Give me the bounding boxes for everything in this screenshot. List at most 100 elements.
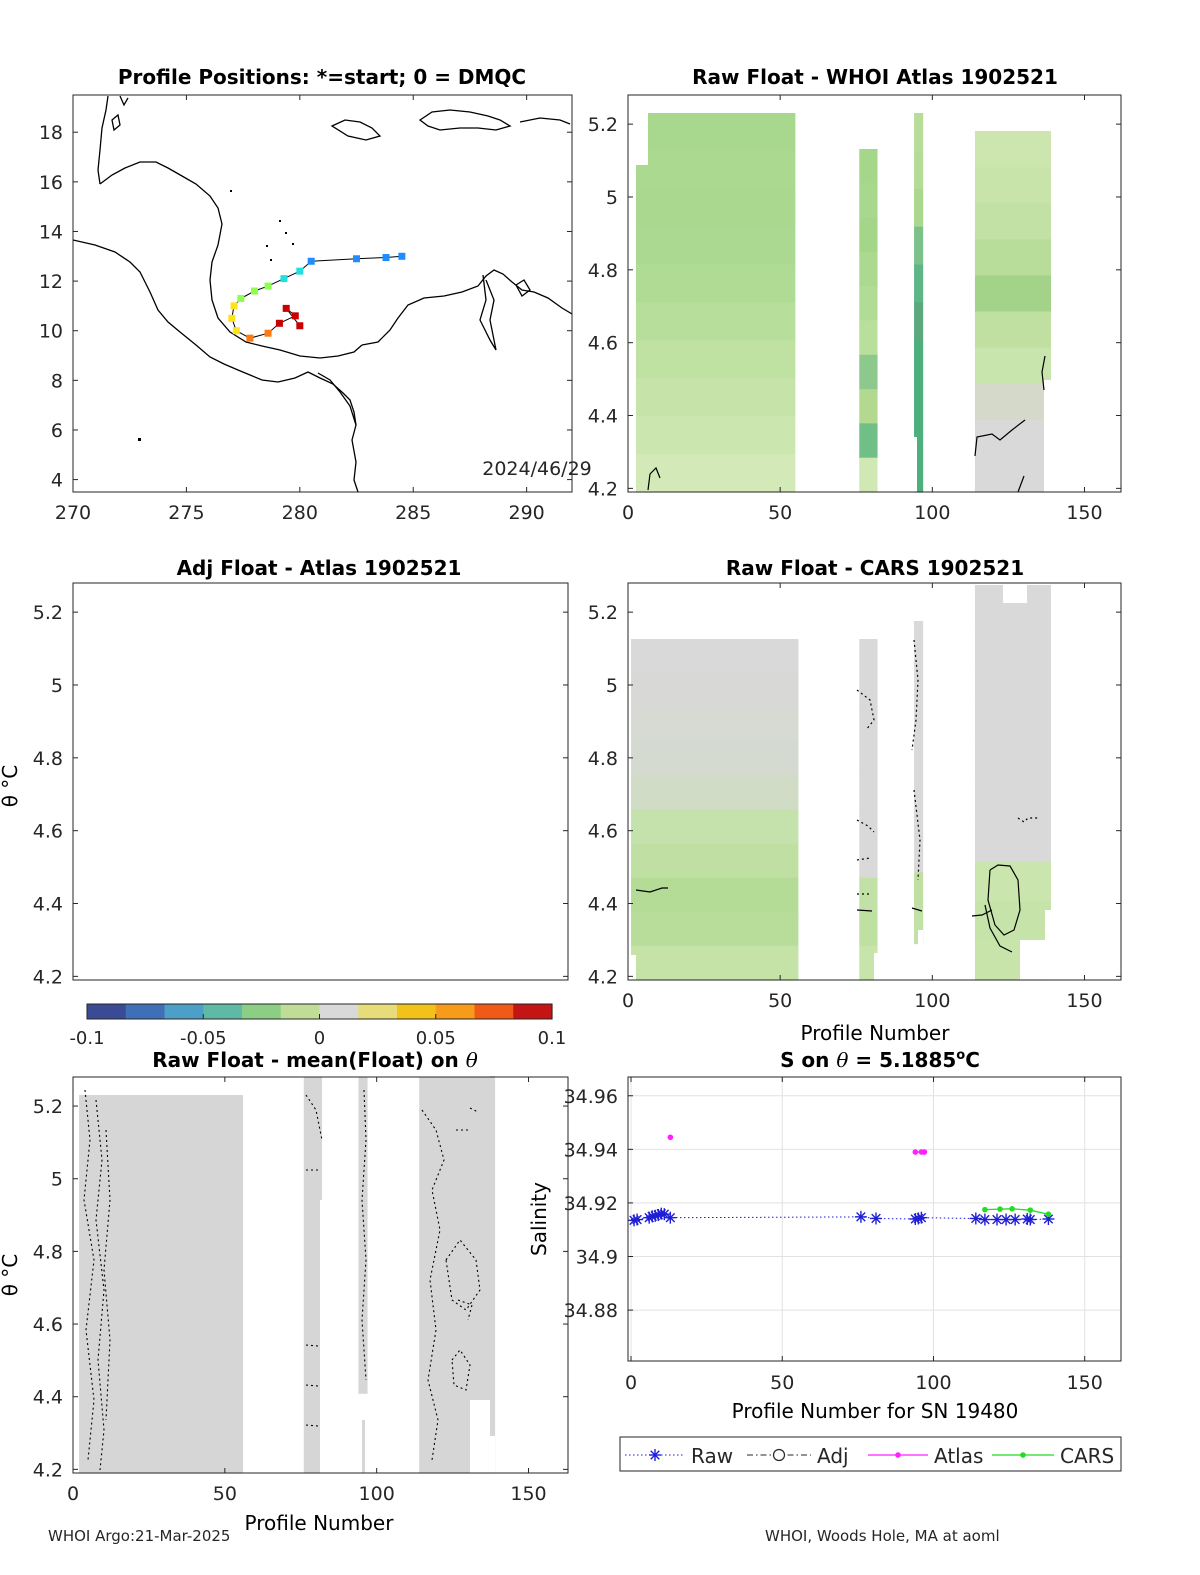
mean-title-theta: θ <box>466 1048 478 1072</box>
colorbar-swatch <box>416 1004 427 1019</box>
colorbar: -0.1 -0.05 0 0.05 0.1 <box>69 1003 566 1049</box>
cars-cell <box>914 692 924 730</box>
track-marker <box>296 322 304 330</box>
colorbar-swatch <box>474 1004 485 1019</box>
mean-cell <box>358 1156 368 1197</box>
legend-label: Atlas <box>934 1444 983 1468</box>
legend-marker <box>1020 1452 1026 1458</box>
colorbar-swatch <box>280 1004 292 1019</box>
atlas-y-tick-label: 4.4 <box>588 406 618 428</box>
mean-cell <box>79 1359 244 1398</box>
salinity-title-theta: θ <box>836 1048 848 1072</box>
atlas-cell <box>859 389 878 424</box>
atlas-cell <box>914 226 924 266</box>
colorbar-swatches <box>87 1004 553 1019</box>
cars-mask <box>1045 910 1055 980</box>
colorbar-tick-label: -0.05 <box>180 1028 227 1049</box>
mean-cell <box>303 1077 323 1118</box>
mean-y-tick-label: 4.6 <box>33 1314 63 1336</box>
salinity-grid <box>628 1077 1121 1361</box>
raw-marker-stroke <box>871 1213 881 1224</box>
cars-cell <box>974 901 1052 942</box>
colorbar-swatch <box>397 1004 408 1019</box>
raw-marker-stroke <box>1043 1214 1054 1224</box>
colorbar-swatch <box>193 1004 204 1019</box>
colorbar-swatch <box>532 1004 543 1019</box>
atlas-cell <box>859 354 878 390</box>
atlas-cell <box>974 131 1052 168</box>
track-marker <box>228 314 236 322</box>
atlas-x-tick-label: 150 <box>1066 502 1102 524</box>
cars-mask <box>918 930 923 980</box>
raw-marker <box>1042 1213 1055 1225</box>
cars-cell <box>859 639 878 674</box>
map-axes-frame <box>72 94 573 493</box>
salinity-ticks: 0 50 100 150 34.88 34.9 34.92 34.94 34.96 <box>564 1077 1103 1394</box>
track-marker <box>398 252 406 260</box>
atlas-cell <box>914 378 924 417</box>
mean-heatmap <box>79 1076 496 1474</box>
legend-item-atlas: Atlas <box>868 1444 983 1468</box>
colorbar-swatch <box>435 1004 447 1019</box>
mean-cell <box>79 1397 244 1436</box>
map-x-ticks: 270 275 280 285 290 <box>55 95 545 524</box>
colorbar-tick-label: 0 <box>314 1028 325 1049</box>
colorbar-swatch <box>261 1004 272 1019</box>
cars-cell <box>914 656 924 694</box>
cars-point <box>982 1206 988 1213</box>
colorbar-tick-label: -0.1 <box>69 1028 104 1049</box>
mean-cell <box>419 1156 496 1197</box>
salinity-y-tick-label: 34.92 <box>564 1193 618 1215</box>
map-panel: 270 275 280 285 290 4 6 8 10 12 14 16 18 Profile Po… <box>39 65 592 524</box>
atlas-y-tick-label: 4.6 <box>588 333 618 355</box>
salinity-y-tick-label: 34.96 <box>564 1086 618 1108</box>
raw-marker <box>1009 1213 1022 1226</box>
adj-y-tick-label: 5.2 <box>33 602 63 624</box>
cars-cell <box>974 703 1052 744</box>
cars-cell <box>974 743 1052 784</box>
mean-mask <box>320 1200 325 1473</box>
cars-y-tick-label: 4.6 <box>588 821 618 843</box>
atlas-mask <box>1022 95 1052 130</box>
cars-cell <box>859 809 878 845</box>
mean-x-tick-label: 100 <box>359 1483 395 1505</box>
cars-cell <box>914 872 924 909</box>
track-marker <box>237 294 245 302</box>
salinity-y-tick-label: 34.88 <box>564 1300 618 1322</box>
track-marker <box>280 275 288 283</box>
atlas-cell <box>974 383 1052 421</box>
mean-xlabel: Profile Number <box>245 1511 395 1535</box>
atlas-mask <box>878 220 882 492</box>
track-marker <box>296 267 304 275</box>
adj-title: Adj Float - Atlas 1902521 <box>177 556 462 580</box>
colorbar-swatch <box>145 1004 156 1019</box>
map-y-tick-label: 8 <box>51 370 63 392</box>
mean-cell <box>303 1116 323 1157</box>
cars-cell <box>859 911 878 947</box>
colorbar-swatch <box>125 1004 137 1019</box>
mean-cell <box>79 1095 244 1134</box>
atlas-cell <box>859 286 878 322</box>
adj-ylabel: θ °C <box>0 765 22 808</box>
legend-item-cars: CARS <box>992 1444 1114 1468</box>
colorbar-swatch <box>290 1004 301 1019</box>
map-y-tick-label: 4 <box>51 470 63 492</box>
mean-x-tick-label: 50 <box>213 1483 237 1505</box>
mean-cell <box>79 1208 244 1247</box>
mean-x-tick-label: 0 <box>67 1483 79 1505</box>
islands <box>138 190 294 441</box>
colorbar-swatch <box>271 1004 282 1019</box>
mean-cell <box>358 1393 368 1434</box>
raw-marker <box>664 1211 677 1224</box>
atlas-cell <box>974 203 1052 240</box>
cars-cell <box>974 782 1052 823</box>
track-marker <box>282 304 290 312</box>
cars-cell <box>914 800 924 837</box>
map-y-tick-label: 16 <box>39 172 63 194</box>
atlas-cell <box>914 150 924 190</box>
atlas-point <box>667 1134 674 1141</box>
salinity-series <box>628 1134 1055 1227</box>
mean-y-tick-label: 4.2 <box>33 1459 63 1481</box>
mean-cell <box>79 1284 244 1323</box>
